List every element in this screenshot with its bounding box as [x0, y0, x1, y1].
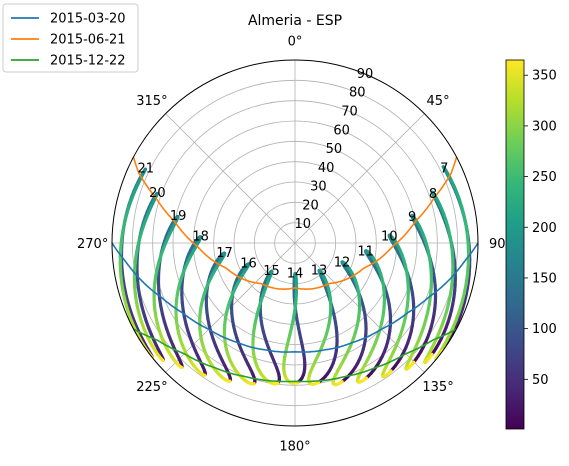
series-line-2015-03-20	[112, 242, 478, 353]
colorbar-tick-label: 100	[532, 322, 557, 337]
hour-label: 12	[334, 255, 351, 270]
r-tick-label: 60	[333, 123, 350, 138]
theta-tick-label: 225°	[136, 380, 167, 395]
legend-entry-label: 2015-12-22	[50, 54, 126, 69]
colorbar-tick-label: 350	[532, 69, 557, 84]
hour-label: 19	[170, 209, 187, 224]
polar-outer-frame	[111, 59, 479, 427]
hour-label: 7	[440, 162, 448, 177]
colorbar-tick-label: 300	[532, 119, 557, 134]
hour-labels: 789 10 11 12 13 14 15 16 17 18 19 20 21	[138, 162, 449, 282]
colorbar-tick-label: 250	[532, 170, 557, 185]
analemma-segment	[160, 358, 165, 363]
r-tick-label: 90	[357, 67, 374, 82]
hour-label: 13	[311, 264, 328, 279]
colorbar-tick-label: 200	[532, 221, 557, 236]
analemma-segment	[338, 380, 344, 385]
hour-label: 10	[381, 229, 398, 244]
sun-path-series	[112, 156, 478, 383]
theta-tick-label: 315°	[136, 94, 167, 109]
theta-tick-label: 45°	[427, 94, 450, 109]
theta-tick-label: 270°	[77, 237, 108, 252]
analemma-segment	[294, 380, 300, 385]
hour-label: 20	[149, 186, 166, 201]
analemma-segment	[121, 275, 126, 289]
analemma-curves	[118, 165, 472, 387]
legend-box	[2, 3, 139, 73]
analemma-segment	[460, 291, 466, 305]
colorbar-tick-label: 50	[532, 373, 549, 388]
analemma-segment	[465, 261, 470, 276]
hour-label: 15	[263, 264, 280, 279]
analemma-segment	[122, 285, 128, 299]
r-tick-label: 30	[310, 180, 327, 195]
hour-label: 21	[138, 162, 155, 177]
analemma-segment	[462, 282, 468, 296]
theta-tick-label: 135°	[422, 380, 453, 395]
colorbar: 50 100 150 200 250 300 350	[505, 59, 557, 430]
analemma-segment	[410, 360, 416, 367]
theta-tick-label: 0°	[288, 35, 303, 50]
analemma-segment	[387, 369, 393, 375]
r-tick-label: 50	[326, 142, 343, 157]
polar-axes: 10 20 30 40 50 60 70 80 90 0° 45° 90 135° 180° 225° 27…	[77, 35, 506, 455]
analemma-segment	[464, 271, 470, 286]
analemma-segment	[428, 352, 434, 359]
analemma-segment	[274, 381, 280, 386]
hour-label: 9	[408, 210, 416, 225]
legend: 2015-03-20 2015-06-21 2015-12-22	[2, 3, 139, 73]
hour-label: 18	[192, 229, 209, 244]
hour-label: 11	[357, 245, 374, 260]
r-tick-label: 10	[295, 217, 312, 232]
r-tick-label: 80	[349, 86, 366, 101]
r-tick-label: 40	[318, 161, 335, 176]
colorbar-tick-label: 150	[532, 271, 557, 286]
r-tick-label: 70	[341, 105, 358, 120]
hour-label: 17	[216, 246, 233, 261]
chart-title: Almeria - ESP	[248, 13, 342, 29]
r-tick-label: 20	[302, 198, 319, 213]
radial-tick-labels: 10 20 30 40 50 60 70 80 90	[295, 67, 374, 232]
angular-gridline	[165, 113, 296, 244]
legend-entry-label: 2015-06-21	[50, 33, 126, 48]
angular-gridline	[294, 113, 425, 244]
hour-label: 8	[429, 187, 437, 202]
colorbar-gradient	[505, 59, 525, 430]
angular-tick-labels: 0° 45° 90 135° 180° 225° 270° 315°	[77, 35, 506, 455]
theta-tick-label: 180°	[279, 439, 310, 454]
analemma-segment	[362, 376, 368, 382]
hour-label: 16	[240, 257, 257, 272]
series-line-2015-12-22	[133, 328, 457, 383]
theta-tick-label: 90	[489, 237, 506, 252]
analemma-segment	[314, 380, 321, 385]
hour-label: 14	[287, 267, 304, 282]
series-line-2015-06-21	[132, 156, 458, 291]
colorbar-ticks: 50 100 150 200 250 300 350	[524, 69, 557, 388]
analemma-segment	[465, 231, 470, 245]
legend-entry-label: 2015-03-20	[50, 12, 126, 27]
